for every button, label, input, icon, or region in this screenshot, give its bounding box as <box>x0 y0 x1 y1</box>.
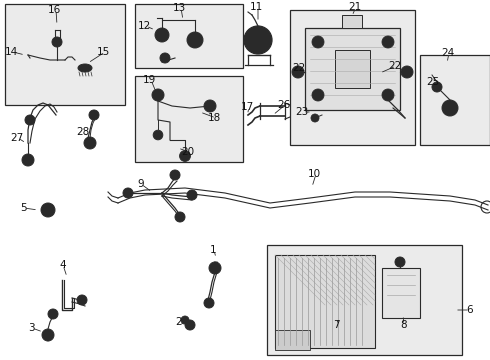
Circle shape <box>312 36 324 48</box>
Ellipse shape <box>78 64 92 72</box>
Text: 25: 25 <box>426 77 439 87</box>
Circle shape <box>432 82 442 92</box>
Bar <box>420 55 490 145</box>
Text: 2: 2 <box>175 317 182 327</box>
Circle shape <box>311 114 319 122</box>
Circle shape <box>204 100 216 112</box>
Circle shape <box>52 37 62 47</box>
Circle shape <box>41 203 55 217</box>
Bar <box>267 245 462 355</box>
Text: 28: 28 <box>76 127 89 137</box>
Circle shape <box>442 100 458 116</box>
Text: 4: 4 <box>59 260 66 270</box>
Text: 14: 14 <box>5 47 18 57</box>
Text: 21: 21 <box>348 2 361 12</box>
Circle shape <box>160 53 170 63</box>
Text: 1: 1 <box>210 245 217 255</box>
Circle shape <box>447 105 453 111</box>
Circle shape <box>42 329 54 341</box>
Text: 22: 22 <box>388 61 401 71</box>
Circle shape <box>22 154 34 166</box>
Text: 26: 26 <box>277 100 290 110</box>
Circle shape <box>84 137 96 149</box>
Text: 18: 18 <box>208 113 221 123</box>
Circle shape <box>170 170 180 180</box>
Circle shape <box>209 262 221 274</box>
Text: 17: 17 <box>241 102 254 112</box>
Text: 7: 7 <box>333 320 340 330</box>
Circle shape <box>77 295 87 305</box>
Circle shape <box>175 212 185 222</box>
Circle shape <box>316 93 320 97</box>
Text: 22: 22 <box>292 63 305 73</box>
Bar <box>275 255 375 348</box>
Bar <box>335 50 370 88</box>
Circle shape <box>185 320 195 330</box>
Text: 3: 3 <box>28 323 35 333</box>
Circle shape <box>292 66 304 78</box>
Circle shape <box>207 104 213 108</box>
Text: 9: 9 <box>137 179 144 189</box>
Text: 19: 19 <box>143 75 156 85</box>
Circle shape <box>192 37 198 43</box>
Circle shape <box>187 32 203 48</box>
Bar <box>275 330 310 350</box>
Circle shape <box>48 309 58 319</box>
Circle shape <box>123 188 133 198</box>
Text: 5: 5 <box>20 203 26 213</box>
Circle shape <box>386 93 390 97</box>
Circle shape <box>183 154 187 158</box>
Circle shape <box>155 93 161 98</box>
Bar <box>342 15 362 28</box>
Text: 15: 15 <box>97 47 110 57</box>
Circle shape <box>25 115 35 125</box>
Text: 13: 13 <box>173 3 186 13</box>
Text: 24: 24 <box>441 48 454 58</box>
Circle shape <box>244 26 272 54</box>
Circle shape <box>252 34 264 46</box>
Circle shape <box>395 257 405 267</box>
Text: 11: 11 <box>250 2 263 12</box>
Circle shape <box>45 207 51 213</box>
Bar <box>135 76 243 162</box>
Bar <box>290 10 415 145</box>
Circle shape <box>401 66 413 78</box>
Bar <box>305 28 400 110</box>
Text: 27: 27 <box>10 133 23 143</box>
Text: 10: 10 <box>308 169 321 179</box>
Circle shape <box>89 110 99 120</box>
Circle shape <box>181 316 189 324</box>
Circle shape <box>180 150 191 161</box>
Circle shape <box>382 36 394 48</box>
Text: 16: 16 <box>48 5 61 15</box>
Text: 12: 12 <box>138 21 151 31</box>
Circle shape <box>153 130 163 140</box>
Circle shape <box>316 40 320 44</box>
Text: 20: 20 <box>181 147 194 157</box>
Circle shape <box>159 32 165 38</box>
Text: 8: 8 <box>400 320 407 330</box>
Circle shape <box>156 133 160 137</box>
Circle shape <box>204 298 214 308</box>
Circle shape <box>155 28 169 42</box>
Circle shape <box>382 89 394 101</box>
Circle shape <box>312 89 324 101</box>
Circle shape <box>187 190 197 200</box>
Bar <box>382 268 420 318</box>
Bar <box>135 4 243 68</box>
Bar <box>5 4 125 105</box>
Circle shape <box>386 40 390 44</box>
Text: 6: 6 <box>466 305 473 315</box>
Circle shape <box>152 89 164 101</box>
Text: 23: 23 <box>295 107 308 117</box>
